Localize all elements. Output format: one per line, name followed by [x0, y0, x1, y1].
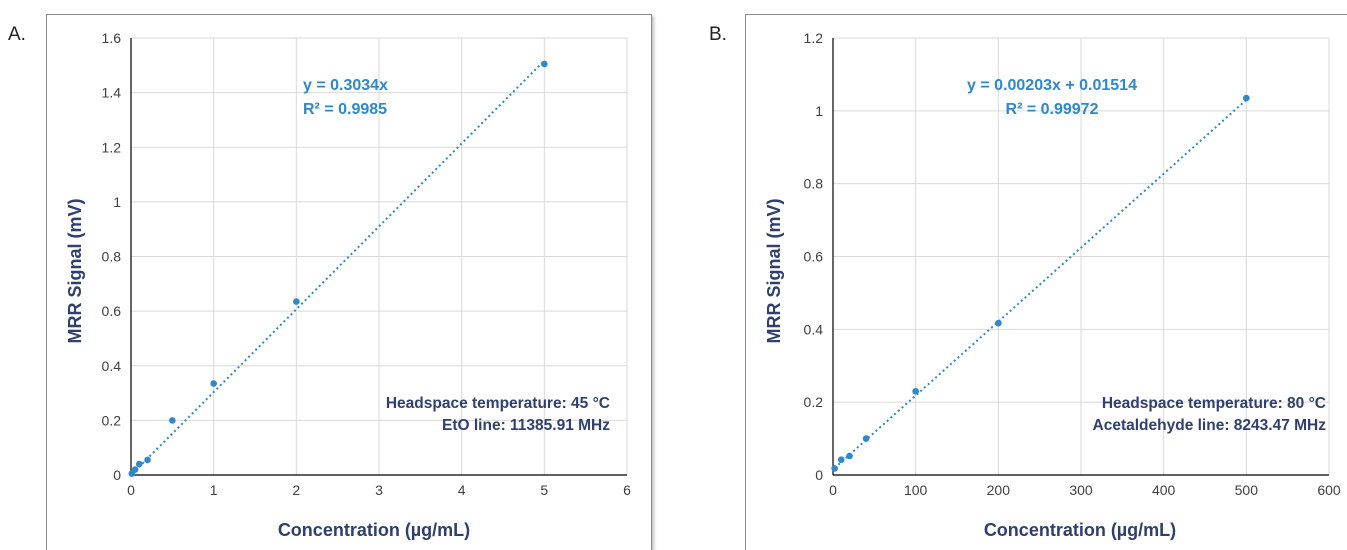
- chart-b-svg: 0 0.2 0.4 0.6 0.8 1 1.2 0 100 200 300 400 500 600 Con…: [764, 30, 1341, 540]
- x-tick-label: 2: [292, 482, 300, 498]
- data-point: [995, 319, 1002, 327]
- y-tick-label: 0.4: [102, 358, 122, 374]
- data-point: [831, 465, 838, 472]
- data-point: [144, 456, 151, 464]
- headspace-temperature-note: Headspace temperature: 45 °C: [386, 395, 610, 412]
- y-tick-label: 0: [113, 467, 121, 483]
- data-point: [846, 452, 853, 460]
- data-point: [541, 60, 548, 68]
- y-tick-label: 0.4: [804, 321, 824, 337]
- chart-panel-b: 0 0.2 0.4 0.6 0.8 1 1.2 0 100 200 300 400 500 600 Con…: [745, 14, 1347, 550]
- data-point: [169, 417, 176, 424]
- y-tick-label: 0.2: [804, 394, 824, 410]
- spectral-line-note: EtO line: 11385.91 MHz: [442, 417, 610, 434]
- x-tick-label: 300: [1069, 482, 1093, 498]
- x-tick-label: 5: [540, 482, 548, 498]
- x-axis-title: Concentration (µg/mL): [984, 520, 1176, 540]
- data-point: [912, 387, 919, 395]
- data-point: [135, 460, 143, 468]
- trendline: [833, 99, 1247, 469]
- data-point: [293, 298, 300, 305]
- data-point: [862, 435, 870, 442]
- trendline: [131, 59, 546, 475]
- y-tick-label: 1.2: [102, 139, 122, 155]
- chart-panel-a: 0 0.2 0.4 0.6 0.8 1 1.2 1.4 1.6 0 1 2 3 4 5 6 Concentra…: [46, 14, 652, 550]
- x-tick-label: 200: [987, 482, 1011, 498]
- data-point: [131, 466, 139, 473]
- data-point: [1243, 94, 1250, 102]
- spectral-line-note: Acetaldehyde line: 8243.47 MHz: [1093, 417, 1327, 434]
- data-point: [837, 456, 845, 464]
- x-tick-label: 6: [623, 482, 631, 498]
- y-tick-label: 1.2: [804, 30, 824, 46]
- x-tick-label: 500: [1235, 482, 1259, 498]
- data-point: [210, 380, 217, 387]
- y-tick-label: 1: [113, 194, 121, 210]
- x-tick-label: 0: [829, 482, 837, 498]
- y-tick-label: 1: [815, 103, 823, 119]
- r-squared-label: R² = 0.9985: [303, 101, 387, 118]
- trendline-equation: y = 0.3034x: [303, 77, 388, 94]
- y-tick-label: 1.6: [102, 30, 122, 46]
- x-tick-label: 100: [904, 482, 928, 498]
- panel-a-label: A.: [8, 24, 26, 45]
- y-tick-label: 0.8: [804, 176, 824, 192]
- x-tick-label: 600: [1317, 482, 1341, 498]
- trendline-equation: y = 0.00203x + 0.01514: [967, 77, 1137, 94]
- y-axis-title: MRR Signal (mV): [65, 198, 85, 343]
- y-tick-label: 0.2: [102, 412, 122, 428]
- chart-a-svg: 0 0.2 0.4 0.6 0.8 1 1.2 1.4 1.6 0 1 2 3 4 5 6 Concentra…: [65, 30, 631, 540]
- y-tick-label: 0.8: [102, 249, 122, 265]
- y-tick-label: 0.6: [804, 249, 824, 265]
- y-axis-title: MRR Signal (mV): [764, 198, 784, 343]
- x-tick-label: 4: [458, 482, 466, 498]
- x-axis-title: Concentration (µg/mL): [278, 520, 470, 540]
- r-squared-label: R² = 0.99972: [1006, 101, 1099, 118]
- x-tick-label: 3: [375, 482, 383, 498]
- headspace-temperature-note: Headspace temperature: 80 °C: [1102, 395, 1326, 412]
- y-tick-label: 0: [815, 467, 823, 483]
- x-tick-label: 1: [210, 482, 218, 498]
- y-tick-label: 0.6: [102, 303, 122, 319]
- panel-b-label: B.: [709, 24, 727, 45]
- y-tick-label: 1.4: [102, 85, 122, 101]
- x-tick-label: 400: [1152, 482, 1176, 498]
- x-tick-label: 0: [127, 482, 135, 498]
